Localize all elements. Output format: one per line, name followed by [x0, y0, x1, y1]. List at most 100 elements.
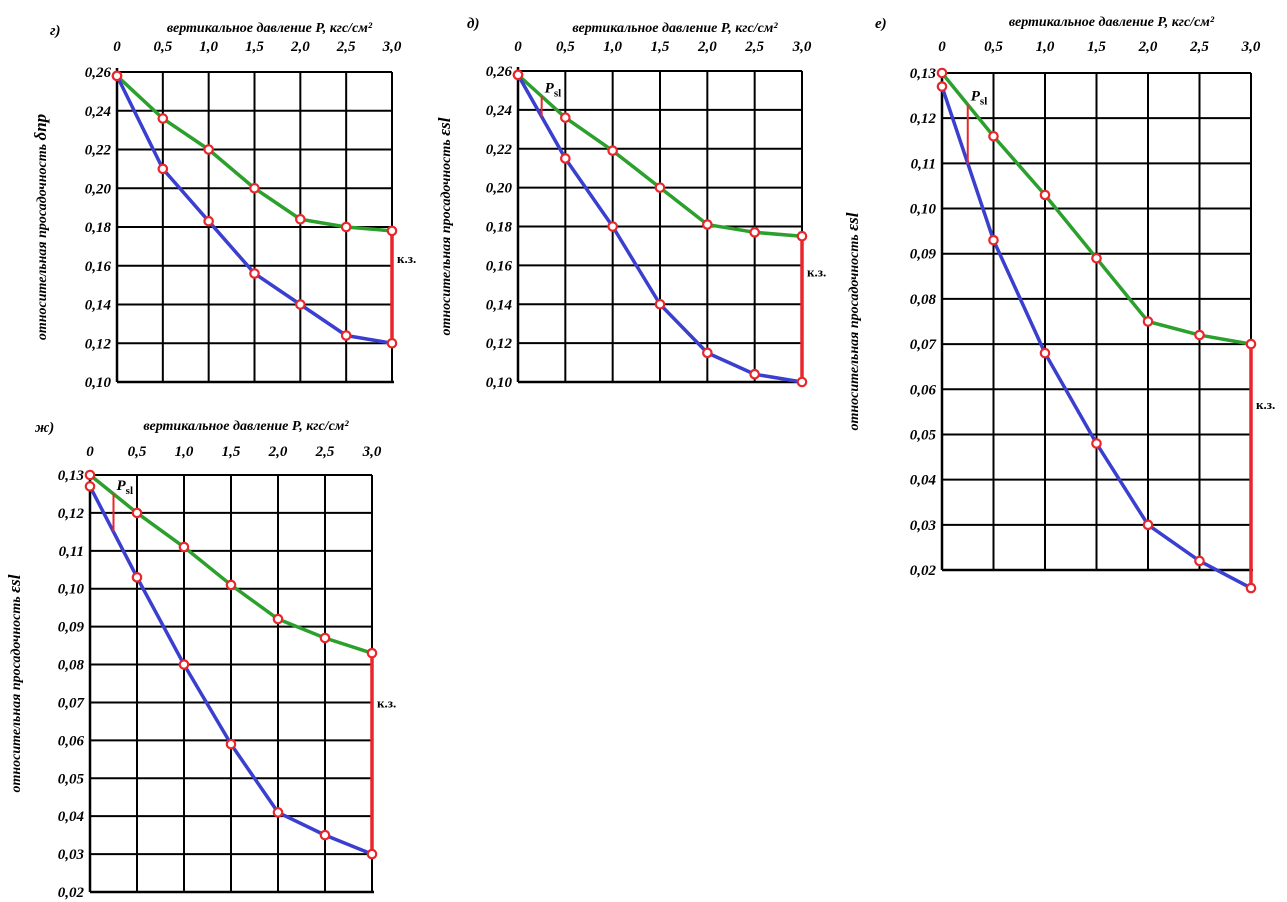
blue-data-point — [366, 848, 378, 860]
x-axis-title: вертикальное давление Р, кгс/см² — [167, 21, 373, 36]
y-tick-label: 0,07 — [58, 695, 85, 711]
green-data-point — [272, 613, 284, 625]
psl-label-main: P — [545, 80, 555, 96]
x-tick-label: 2,5 — [315, 444, 335, 460]
blue-data-point — [654, 298, 666, 310]
green-data-point — [249, 182, 260, 194]
x-axis-title: вертикальное давление Р, кгс/см² — [572, 21, 778, 36]
x-tick-label: 0,5 — [128, 444, 147, 460]
green-data-point — [1194, 329, 1205, 341]
x-tick-label: 1,5 — [222, 444, 241, 460]
green-data-point — [607, 145, 618, 156]
y-axis-title-text: относительная просадочность — [9, 593, 24, 793]
y-tick-label: 0,09 — [910, 247, 937, 263]
green-data-point — [131, 507, 143, 519]
x-axis-title: вертикальное давление Р, кгс/см² — [1009, 15, 1215, 30]
y-tick-label: 0,11 — [59, 544, 84, 560]
blue-data-point — [386, 337, 398, 349]
y-tick-label: 0,22 — [85, 143, 112, 159]
x-tick-label: 0 — [514, 39, 522, 55]
y-tick-label: 0,20 — [486, 181, 513, 197]
blue-data-point — [560, 153, 571, 164]
x-tick-label: 0 — [113, 39, 121, 55]
blue-data-point — [84, 481, 96, 492]
blue-data-point — [1245, 582, 1257, 594]
kz-label: к.з. — [377, 695, 396, 710]
y-tick-label: 0,14 — [486, 297, 513, 313]
x-tick-label: 0,5 — [153, 39, 172, 55]
x-tick-label: 2,0 — [290, 39, 310, 55]
y-axis-title: относительная просадочность εsl — [5, 574, 24, 792]
green-data-point — [386, 225, 398, 237]
green-data-point — [988, 130, 999, 142]
y-tick-label: 0,08 — [58, 658, 85, 674]
x-tick-label: 2,5 — [744, 39, 764, 55]
y-tick-label: 0,04 — [58, 809, 85, 825]
blue-data-point — [340, 330, 352, 341]
y-tick-label: 0,10 — [910, 202, 937, 218]
y-tick-label: 0,10 — [85, 375, 112, 391]
y-tick-label: 0,13 — [910, 66, 937, 82]
y-axis-title: относительная просадочность εsl — [843, 212, 862, 430]
chart-panel-1: 0,26 0,24 0,22 0,20 0,18 0,16 0,14 0,12 0,10 0 0,5… — [31, 21, 416, 391]
kz-label: к.з. — [807, 265, 826, 280]
y-tick-label: 0,08 — [910, 292, 937, 308]
y-tick-label: 0,24 — [85, 104, 112, 120]
x-tick-label: 3,0 — [792, 39, 812, 55]
x-axis-title: вертикальное давление Р, кгс/см² — [143, 419, 349, 434]
x-tick-label: 1,5 — [245, 39, 264, 55]
y-tick-label: 0,18 — [85, 220, 112, 236]
x-tick-label: 0,5 — [556, 39, 575, 55]
blue-data-point — [796, 376, 808, 388]
green-data-point — [366, 647, 378, 659]
blue-data-point — [512, 69, 524, 81]
y-tick-label: 0,12 — [58, 506, 85, 522]
blue-data-point — [157, 163, 169, 175]
x-tick-label: 2,5 — [336, 39, 356, 55]
x-tick-label: 2,5 — [1189, 39, 1209, 55]
x-tick-label: 1,0 — [603, 39, 622, 55]
panel-label: г) — [50, 23, 61, 39]
blue-data-point — [295, 299, 306, 310]
blue-data-point — [319, 829, 331, 841]
green-data-point — [203, 144, 214, 155]
psl-label: Psl — [971, 89, 988, 108]
psl-label-sub: sl — [554, 87, 561, 99]
green-data-point — [654, 182, 666, 193]
blue-data-point — [936, 81, 948, 92]
x-tick-label: 2,0 — [697, 39, 717, 55]
x-tick-label: 1,5 — [1087, 39, 1106, 55]
y-tick-label: 0,10 — [58, 582, 85, 598]
y-tick-label: 0,07 — [910, 337, 937, 353]
y-tick-label: 0,05 — [58, 771, 85, 787]
y-axis-symbol: εsl — [843, 212, 862, 231]
y-tick-label: 0,03 — [910, 518, 937, 534]
x-tick-label: 0 — [86, 444, 94, 460]
x-tick-label: 0,5 — [984, 39, 1003, 55]
x-tick-label: 1,0 — [199, 39, 218, 55]
y-tick-label: 0,02 — [58, 885, 85, 901]
x-tick-label: 0 — [938, 39, 946, 55]
green-data-point — [936, 67, 948, 79]
green-data-point — [225, 579, 237, 591]
green-data-point — [340, 221, 352, 233]
blue-data-point — [988, 234, 999, 246]
y-axis-title: относительная просадочность εsl — [435, 117, 454, 335]
chart-panel-3: 0,13 0,12 0,11 0,10 0,09 0,08 0,07 0,06 0,05 0,04… — [843, 15, 1275, 594]
chart-panel-2: 0,26 0,24 0,22 0,20 0,18 0,16 0,14 0,12 0,10 0 0,5… — [435, 16, 826, 391]
green-data-point — [796, 230, 808, 242]
y-tick-label: 0,11 — [911, 156, 936, 172]
blue-data-point — [749, 368, 760, 380]
y-axis-title: относительная просадочность δпр — [31, 114, 50, 340]
y-tick-label: 0,18 — [486, 220, 513, 236]
green-data-point — [560, 112, 571, 123]
x-tick-label: 3,0 — [362, 444, 382, 460]
psl-label: Psl — [545, 80, 562, 99]
green-data-point — [178, 541, 190, 553]
y-axis-title-text: относительная просадочность — [35, 141, 50, 341]
chart-panel-4: 0,13 0,12 0,11 0,10 0,09 0,08 0,07 0,06 0,05 0,04… — [5, 419, 396, 901]
blue-data-point — [131, 572, 143, 583]
y-tick-label: 0,14 — [85, 298, 112, 314]
blue-data-point — [1091, 438, 1102, 449]
y-tick-label: 0,04 — [910, 473, 937, 489]
